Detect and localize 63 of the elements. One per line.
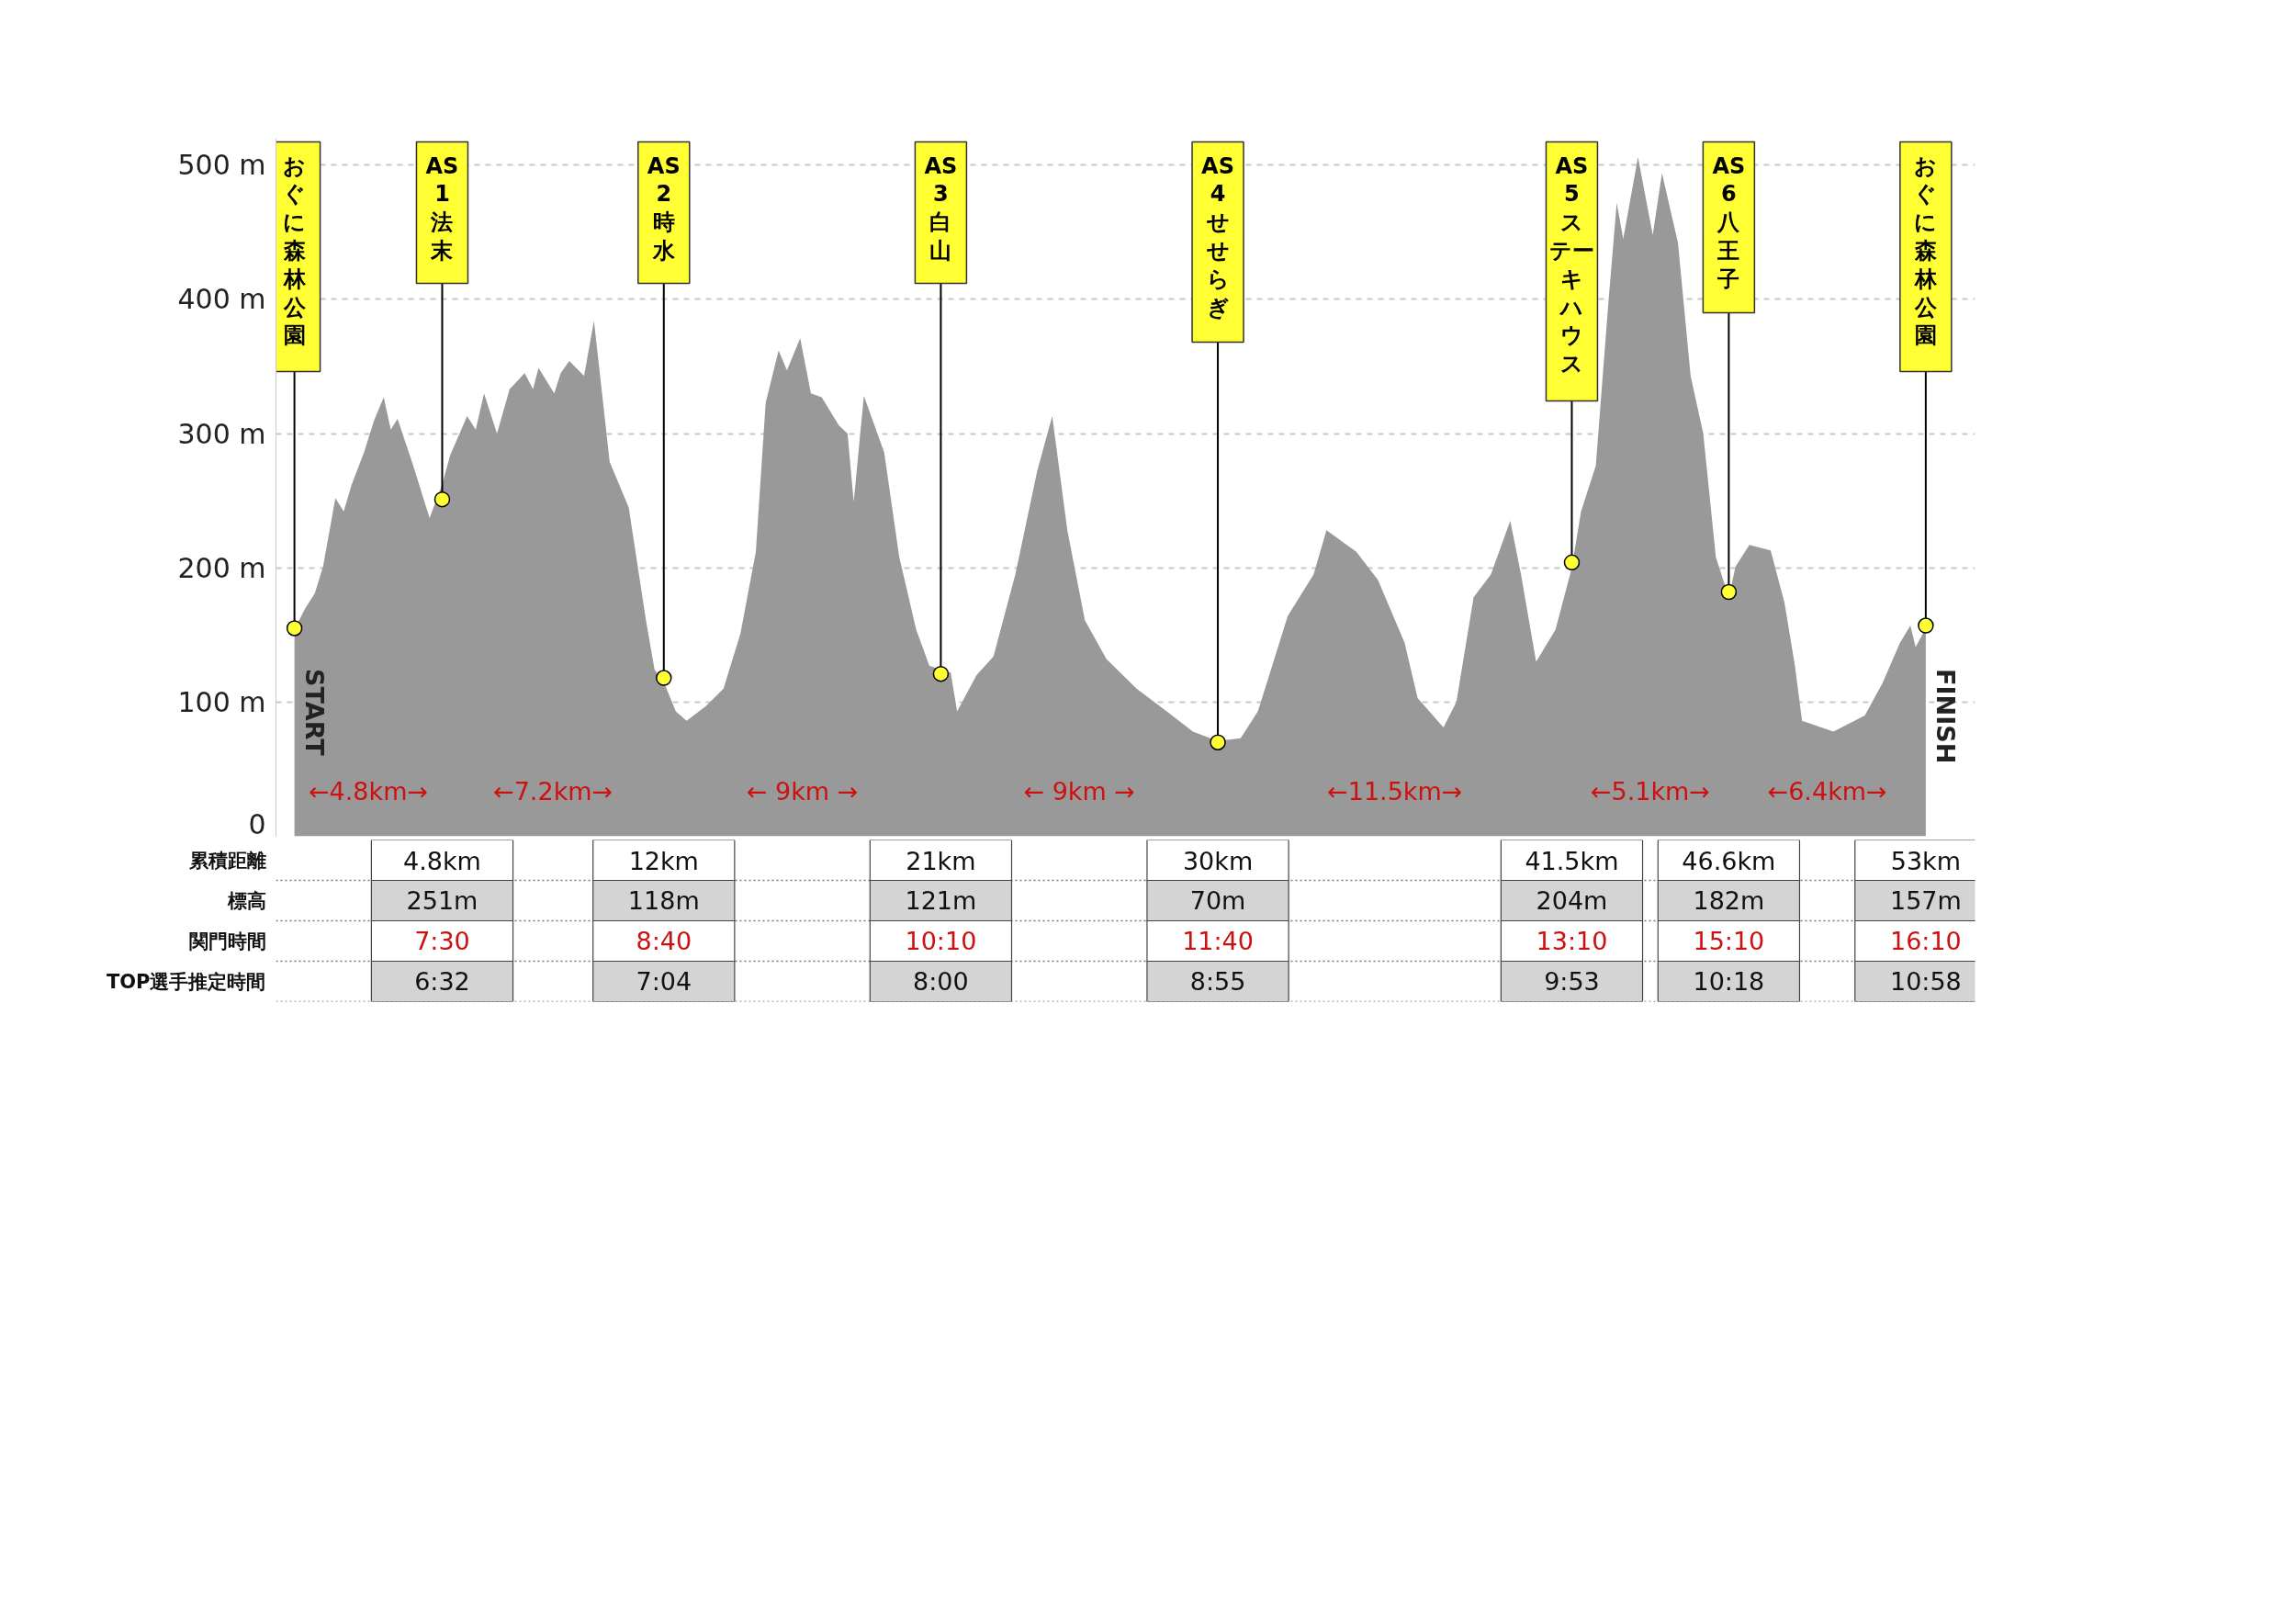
text: 標高 (226, 889, 266, 912)
annotation: AS 1 法末 (425, 152, 459, 264)
point (433, 490, 451, 508)
x-tick-label: 41.5km (1525, 847, 1619, 876)
x-tick-label: 12km (628, 847, 699, 876)
annotation: ← 9km → (1023, 777, 1135, 806)
y-tick-label: 300 m (177, 417, 266, 450)
annotation: ←6.4km→ (1767, 777, 1887, 806)
point (1563, 554, 1581, 571)
annotation: AS 6 八王子 (1712, 152, 1746, 292)
text: 6:32 (414, 967, 470, 996)
text: 8:00 (913, 967, 969, 996)
text: 累積距離 (187, 849, 266, 872)
point (656, 670, 672, 686)
annotation: おぐに森林公園 (1913, 152, 1938, 349)
text: 251m (406, 886, 478, 915)
annotation: AS 5 ステーキハウス (1548, 152, 1594, 378)
text: 13:10 (1536, 927, 1608, 955)
text: 7:30 (414, 927, 470, 955)
point (932, 665, 950, 682)
text: 70m (1189, 886, 1246, 915)
text: 15:10 (1693, 927, 1765, 955)
y-tick-label: 500 m (177, 149, 266, 182)
y-tick-label: 200 m (177, 551, 266, 584)
annotation: START (299, 669, 329, 757)
point (1210, 734, 1226, 750)
annotation: ←5.1km→ (1590, 777, 1710, 806)
annotation: ← 9km → (746, 777, 859, 806)
x-tick-label: 30km (1182, 847, 1254, 876)
y-tick-label: 0 (248, 807, 266, 840)
point (286, 620, 303, 637)
text: 204m (1536, 886, 1608, 915)
text: 157m (1889, 886, 1962, 915)
text: 10:18 (1693, 967, 1765, 996)
text: 11:40 (1182, 927, 1254, 955)
text: 10:10 (905, 927, 977, 955)
y-tick-label: 400 m (177, 283, 266, 316)
annotation: FINISH (1930, 669, 1960, 764)
annotation: AS 4 せせらぎ (1201, 152, 1234, 321)
annotation: ←7.2km→ (493, 777, 613, 806)
annotation: ←11.5km→ (1327, 777, 1463, 806)
text: 関門時間 (188, 930, 266, 952)
point (1720, 583, 1738, 601)
annotation: ←4.8km→ (308, 777, 429, 806)
x-tick-label: 53km (1890, 847, 1962, 876)
text: TOP選手推定時間 (106, 970, 266, 993)
annotation: おぐに森林公園 (282, 152, 307, 349)
text: 16:10 (1889, 927, 1962, 955)
text: 121m (905, 886, 977, 915)
annotation: AS 3 白山 (924, 152, 958, 264)
x-tick-label: 4.8km (403, 847, 481, 876)
x-tick-label: 21km (906, 847, 976, 876)
text: 7:04 (636, 967, 692, 996)
text: 8:40 (636, 927, 692, 955)
point (1918, 617, 1934, 634)
text: 10:58 (1889, 967, 1962, 996)
text: 118m (627, 886, 700, 915)
text: 9:53 (1544, 967, 1600, 996)
x-tick-label: 46.6km (1682, 847, 1776, 876)
annotation: AS 2 時水 (647, 152, 681, 264)
text: 182m (1693, 886, 1765, 915)
y-tick-label: 100 m (177, 685, 266, 718)
text: 8:55 (1189, 967, 1246, 996)
